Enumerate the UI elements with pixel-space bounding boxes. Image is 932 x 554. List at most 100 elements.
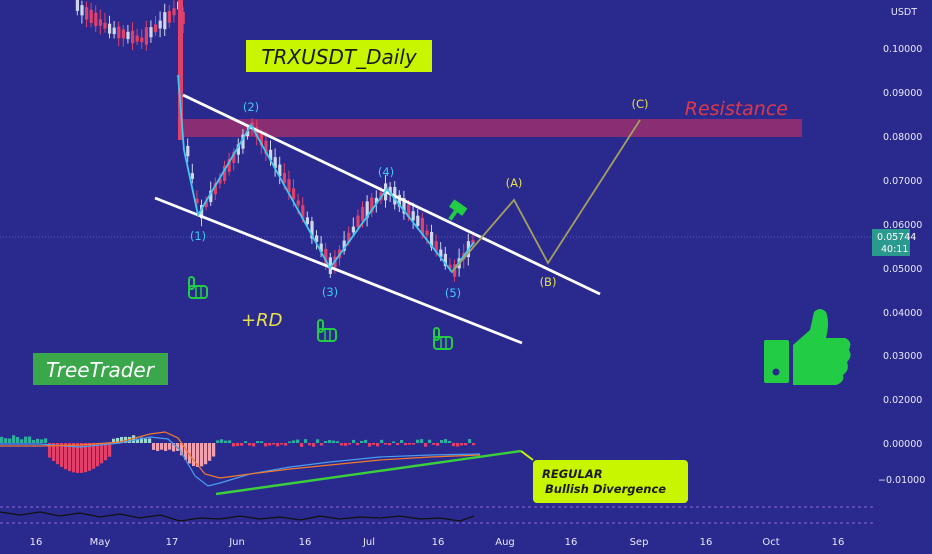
date-tick-label: 16 (432, 537, 445, 548)
price-tick-label: 0.06000 (883, 220, 922, 231)
price-tick-label: 0.00000 (883, 439, 922, 450)
macd-bar (84, 443, 88, 473)
divergence-note-title: REGULAR (542, 467, 603, 481)
hand-pointer-icon (188, 276, 208, 299)
candle (163, 12, 167, 30)
svg-text:(5): (5) (445, 286, 461, 300)
macd-bar (0, 436, 4, 443)
candle (388, 186, 392, 195)
candle (319, 243, 323, 252)
macd-bar (260, 441, 264, 443)
macd-bar (460, 443, 464, 446)
macd-bar (436, 443, 440, 446)
resistance-zone (180, 119, 802, 137)
candle (416, 215, 420, 227)
candle (402, 198, 406, 214)
candle (292, 188, 296, 200)
macd-bar (72, 443, 76, 473)
date-tick-label: Oct (762, 537, 779, 548)
wave-label-4: (4) (378, 165, 394, 179)
macd-bar (368, 443, 372, 447)
candle (117, 26, 121, 39)
date-tick-label: 16 (30, 537, 43, 548)
macd-bar (224, 440, 228, 443)
candle (236, 144, 240, 155)
candle (287, 179, 291, 193)
price-tick-label: 0.02000 (883, 395, 922, 406)
candle (126, 31, 130, 40)
candle (255, 126, 259, 138)
macd-bar (184, 443, 188, 460)
wave-label-c: (C) (631, 97, 648, 111)
macd-bar (196, 443, 200, 467)
candle (269, 149, 273, 161)
wave-label-a: (A) (506, 176, 523, 190)
macd-bar (328, 440, 332, 443)
macd-bar (360, 440, 364, 443)
svg-text:(C): (C) (631, 97, 648, 111)
macd-bar (452, 443, 456, 447)
chart-title: TRXUSDT_Daily (261, 45, 418, 69)
candle (204, 200, 208, 208)
svg-text:(2): (2) (243, 100, 259, 114)
candle (131, 30, 135, 44)
macd-bar (380, 439, 384, 443)
macd-bar (160, 443, 164, 450)
wave-label-b: (B) (540, 275, 557, 289)
candle (448, 264, 452, 269)
macd-bar (312, 443, 316, 447)
candle (209, 190, 213, 203)
candle (186, 145, 190, 157)
macd-bar (248, 443, 252, 446)
divergence-line (215, 449, 522, 496)
date-tick-label: Jul (362, 537, 375, 548)
candle (315, 235, 319, 243)
macd-bar (120, 437, 124, 443)
macd-bar (244, 441, 248, 443)
channel-lower-line (154, 196, 523, 345)
candle (241, 134, 245, 149)
candle (397, 194, 401, 207)
oscillator-line (0, 511, 475, 522)
candle (75, 0, 79, 11)
macd-bar (332, 440, 336, 443)
macd-bar (92, 443, 96, 469)
macd-bar (140, 437, 144, 443)
date-tick-label: 16 (832, 537, 845, 548)
macd-bar (240, 443, 244, 446)
macd-bar (148, 438, 152, 443)
price-tick-label: 0.08000 (883, 132, 922, 143)
candle (342, 240, 346, 251)
date-tick-label: May (90, 537, 111, 548)
candle (365, 201, 369, 218)
macd-bar (48, 443, 52, 458)
candle (407, 204, 411, 218)
macd-bar (8, 438, 12, 443)
date-tick-label: Aug (495, 537, 515, 548)
candle (278, 164, 282, 177)
macd-bar (384, 443, 388, 445)
macd-bar (232, 443, 236, 447)
macd-bar (432, 443, 436, 445)
macd-bar (416, 439, 420, 443)
candle (158, 20, 162, 29)
date-tick-label: Sep (630, 537, 649, 548)
macd-bar (464, 443, 468, 446)
macd-histogram (0, 435, 476, 473)
macd-bar (52, 443, 56, 461)
macd-bar (236, 443, 240, 447)
candle (181, 11, 185, 25)
macd-bar (320, 443, 324, 446)
macd-bar (400, 439, 404, 443)
macd-bar (336, 441, 340, 443)
macd-bar (412, 443, 416, 445)
macd-bar (448, 440, 452, 443)
wave-label-3: (3) (322, 285, 338, 299)
macd-bar (268, 443, 272, 446)
macd-bar (88, 443, 92, 471)
macd-bar (220, 439, 224, 443)
price-tick-label: 0.09000 (883, 88, 922, 99)
elliott-wave-line (177, 74, 475, 274)
macd-bar (60, 443, 64, 467)
